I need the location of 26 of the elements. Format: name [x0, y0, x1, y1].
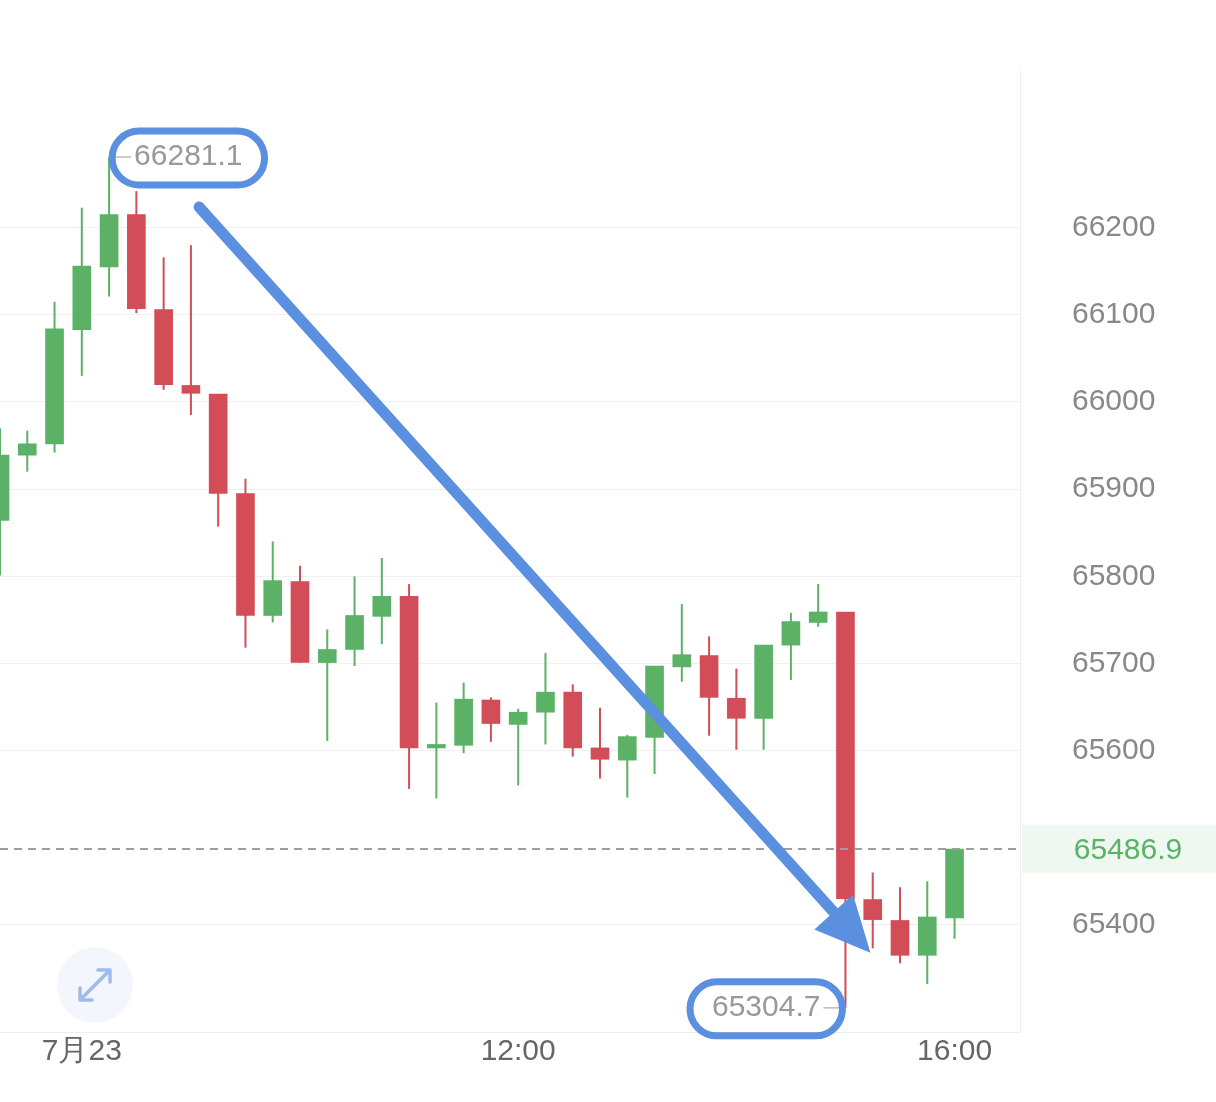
candlestick [508, 707, 528, 787]
y-tick-label: 65600 [1072, 731, 1156, 765]
candlestick [317, 628, 337, 742]
candlestick [17, 429, 37, 473]
y-tick-label: 66100 [1072, 296, 1156, 330]
x-tick-label: 16:00 [917, 1033, 993, 1067]
ref-line-label: 65486.9 [1073, 832, 1183, 866]
x-tick-label: 12:00 [480, 1033, 556, 1067]
y-tick-label: 65800 [1072, 557, 1156, 591]
candlestick [808, 583, 828, 628]
candlestick [863, 871, 883, 950]
y-tick-label: 66200 [1072, 208, 1156, 242]
candlestick [672, 603, 692, 683]
candlestick [727, 667, 746, 751]
y-tick-label: 65400 [1072, 906, 1156, 940]
candlestick [536, 651, 555, 746]
x-tick-label: 7月23 [41, 1033, 122, 1067]
candlestick [181, 244, 201, 417]
annotation: 65304.7 [712, 989, 821, 1023]
y-tick-label: 65700 [1072, 644, 1156, 678]
y-tick-label: 65900 [1072, 470, 1156, 504]
candlestick [427, 701, 446, 800]
annotation: 66281.1 [134, 138, 243, 172]
candlestick [372, 556, 392, 646]
y-tick-label: 66000 [1072, 383, 1156, 417]
candlestick [590, 706, 610, 780]
